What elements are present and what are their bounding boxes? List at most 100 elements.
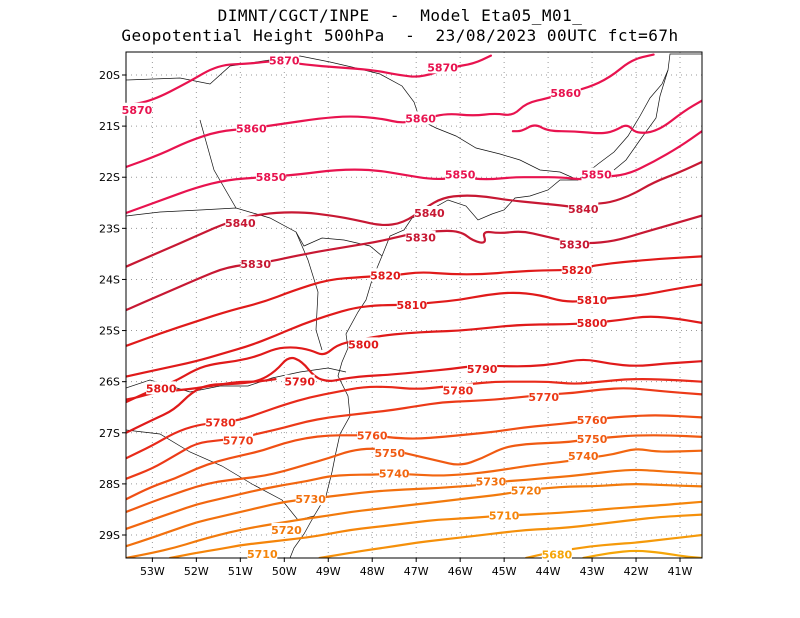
lon-tick-label: 53W xyxy=(140,565,165,578)
contour-label-background xyxy=(489,508,520,522)
contour-label-background xyxy=(357,428,388,442)
contour-label-5750: 5750 xyxy=(577,433,608,446)
contour-label-5720: 5720 xyxy=(511,485,542,498)
contour-label-background xyxy=(577,315,608,329)
contour-label-background xyxy=(374,446,405,460)
contour-5780 xyxy=(126,378,702,460)
lat-tick-label: 29S xyxy=(99,529,120,542)
contour-5680 xyxy=(582,549,702,558)
map-title-line-1: DIMNT/CGCT/INPE - Model Eta05_M01_ xyxy=(217,6,583,25)
lon-tick-label: 42W xyxy=(624,565,649,578)
contour-label-background xyxy=(467,361,498,375)
contour-label-background xyxy=(581,167,612,181)
contour-5700 xyxy=(318,513,702,558)
contour-label-5850: 5850 xyxy=(445,169,476,182)
contour-label-5810: 5810 xyxy=(396,299,427,312)
contour-label-background xyxy=(559,237,590,251)
contour-label-background xyxy=(475,474,506,488)
lat-tick-label: 20S xyxy=(99,69,120,82)
contour-label-background xyxy=(405,230,436,244)
lon-tick-label: 50W xyxy=(272,565,297,578)
lat-tick-label: 21S xyxy=(99,120,120,133)
lat-tick-label: 27S xyxy=(99,427,120,440)
lat-tick-label: 22S xyxy=(99,171,120,184)
contour-5720 xyxy=(126,483,702,558)
contour-label-background xyxy=(146,381,177,395)
contour-label-background xyxy=(445,167,476,181)
lon-tick-label: 52W xyxy=(184,565,209,578)
contour-label-background xyxy=(121,102,152,116)
contour-label-5740: 5740 xyxy=(379,468,410,481)
contour-label-background xyxy=(348,337,379,351)
contour-label-5820: 5820 xyxy=(370,269,401,282)
axis-ticks: 20S 21S 22S 23S 24S 25S 26S 27S 28S 29S 53W 52W 51W 5… xyxy=(99,69,693,578)
contour-label-background xyxy=(561,263,592,277)
lon-tick-label: 48W xyxy=(360,565,385,578)
contour-label-background xyxy=(414,206,445,219)
contour-label-background xyxy=(240,257,271,271)
contour-5770 xyxy=(126,387,702,480)
contour-5730 xyxy=(126,468,702,548)
contour-label-5830: 5830 xyxy=(240,258,271,271)
contour-label-background xyxy=(379,466,410,480)
contour-label-5820: 5820 xyxy=(561,264,592,277)
lon-tick-label: 47W xyxy=(404,565,429,578)
state-border-mg-es xyxy=(613,69,669,171)
contour-label-background xyxy=(205,415,236,429)
contour-label-5840: 5840 xyxy=(414,207,445,220)
contour-label-5790: 5790 xyxy=(284,376,315,389)
contour-label-5800: 5800 xyxy=(577,317,608,330)
contour-label-5860: 5860 xyxy=(236,123,267,136)
contour-label-5800: 5800 xyxy=(146,382,177,395)
contour-label-background xyxy=(295,492,326,506)
contour-label-background xyxy=(568,201,599,215)
border-ms-pr xyxy=(295,231,323,351)
contour-label-5860: 5860 xyxy=(405,112,436,125)
map-title-line-2: Geopotential Height 500hPa - 23/08/2023 … xyxy=(121,26,679,45)
contour-label-background xyxy=(370,268,401,282)
contour-label-background xyxy=(256,170,287,184)
contour-label-background xyxy=(577,431,608,445)
contour-label-5830: 5830 xyxy=(405,232,436,245)
contour-label-5730: 5730 xyxy=(295,493,326,506)
lon-tick-label: 43W xyxy=(580,565,605,578)
contour-labels: 5870 5870 5870 5860 5860 5860 5850 5850 5850 5840… xyxy=(121,53,612,561)
contour-label-5810: 5810 xyxy=(577,294,608,307)
lon-tick-label: 45W xyxy=(492,565,517,578)
contour-label-5860: 5860 xyxy=(550,87,581,100)
lat-tick-label: 25S xyxy=(99,325,120,338)
contour-label-background xyxy=(396,298,427,311)
contour-label-background xyxy=(427,60,458,74)
lon-tick-label: 44W xyxy=(536,565,561,578)
contour-label-5740: 5740 xyxy=(568,450,599,463)
map-frame xyxy=(125,51,703,559)
contour-label-5870: 5870 xyxy=(269,55,300,68)
contour-label-background xyxy=(550,85,581,99)
contour-label-5800: 5800 xyxy=(348,338,379,351)
lat-tick-label: 23S xyxy=(99,222,120,235)
lat-tick-label: 28S xyxy=(99,478,120,491)
contour-5790 xyxy=(126,356,702,434)
contour-label-5750: 5750 xyxy=(375,447,406,460)
contour-label-background xyxy=(269,53,300,67)
contour-label-5830: 5830 xyxy=(559,239,590,252)
contour-label-background xyxy=(236,121,267,135)
contour-label-5790: 5790 xyxy=(467,363,498,376)
contour-label-background xyxy=(247,546,278,560)
contour-label-5730: 5730 xyxy=(476,475,507,488)
contour-label-background xyxy=(405,111,436,125)
contour-label-5680: 5680 xyxy=(542,548,573,561)
contour-label-background xyxy=(271,522,302,536)
lon-tick-label: 41W xyxy=(668,565,693,578)
lat-tick-label: 24S xyxy=(99,273,120,286)
contour-label-background xyxy=(541,547,572,561)
contour-label-5850: 5850 xyxy=(256,171,287,184)
contour-label-5840: 5840 xyxy=(225,217,256,230)
contour-label-5780: 5780 xyxy=(205,417,236,430)
lon-tick-label: 46W xyxy=(448,565,473,578)
contour-label-background xyxy=(577,292,608,306)
contour-label-background xyxy=(442,383,473,397)
contour-label-5770: 5770 xyxy=(528,391,559,404)
contour-label-5780: 5780 xyxy=(443,384,474,397)
